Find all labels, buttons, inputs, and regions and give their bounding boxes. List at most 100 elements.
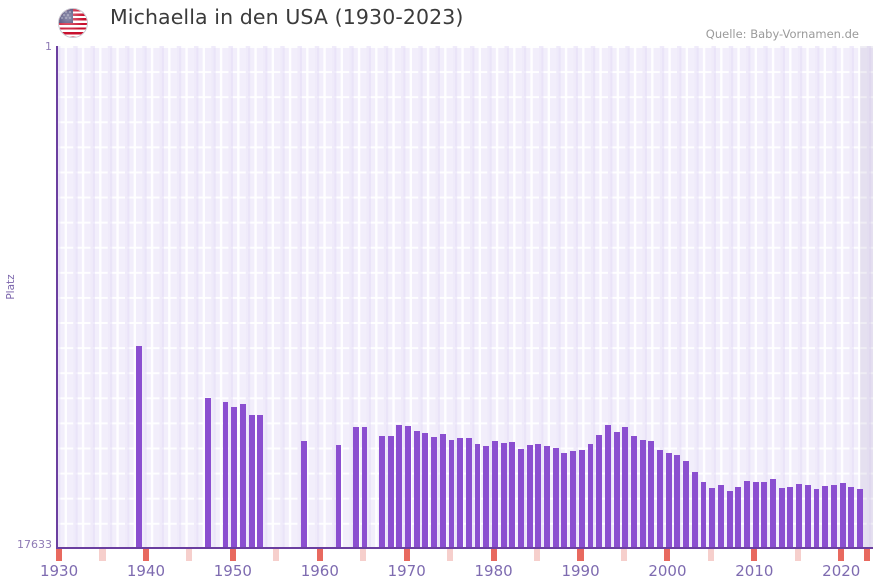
chart-header: Michaella in den USA (1930-2023) Quelle:… — [0, 0, 873, 46]
bar — [509, 442, 516, 548]
x-axis-label-1940: 1940 — [126, 562, 166, 580]
x-axis-label-1980: 1980 — [474, 562, 513, 580]
no-data-region — [859, 46, 873, 548]
bar — [596, 435, 603, 548]
bar — [457, 438, 464, 548]
bar — [761, 482, 768, 548]
bar — [683, 461, 690, 548]
bar — [526, 445, 533, 548]
x-tick-1930 — [56, 549, 63, 561]
bar — [239, 403, 246, 548]
x-tick-1990 — [577, 549, 584, 561]
bar — [648, 441, 655, 548]
bar — [674, 455, 681, 548]
bar — [604, 425, 611, 548]
x-tick-1975 — [447, 549, 454, 561]
x-axis-tick-marks — [56, 549, 873, 561]
bar — [744, 481, 750, 548]
x-tick-1960 — [316, 549, 323, 561]
bar — [352, 427, 359, 548]
bar — [796, 484, 803, 548]
x-axis-label-2000: 2000 — [648, 562, 687, 580]
bar — [465, 438, 472, 548]
x-tick-2020 — [838, 549, 845, 561]
bar — [787, 487, 794, 548]
y-axis-top-label: 1 — [45, 40, 52, 53]
x-tick-1940 — [142, 549, 149, 561]
bar — [848, 487, 855, 548]
x-axis-label-2020: 2020 — [822, 562, 861, 580]
bar — [770, 479, 776, 548]
bar — [205, 397, 212, 548]
bar — [613, 432, 620, 548]
bar — [222, 401, 229, 548]
page-title: Michaella in den USA (1930-2023) — [110, 5, 464, 29]
bar — [500, 443, 507, 548]
x-tick-2000 — [664, 549, 671, 561]
x-tick-2010 — [751, 549, 758, 561]
x-axis-label-1970: 1970 — [387, 562, 426, 580]
x-tick-1955 — [273, 549, 280, 561]
bar — [726, 491, 733, 548]
x-tick-1985 — [534, 549, 541, 561]
bar — [561, 453, 568, 548]
x-axis-label-1990: 1990 — [561, 562, 600, 580]
x-tick-2005 — [707, 549, 714, 561]
bar — [518, 449, 524, 548]
bar — [631, 436, 637, 548]
x-tick-1970 — [403, 549, 410, 561]
x-tick-1980 — [490, 549, 497, 561]
bar — [839, 483, 846, 548]
bar — [544, 446, 551, 548]
bar — [857, 489, 863, 548]
bar — [439, 434, 446, 548]
bar — [752, 482, 759, 548]
grid-column-bands — [56, 46, 873, 548]
x-tick-1995 — [620, 549, 628, 561]
bar — [665, 453, 672, 548]
bar — [813, 489, 820, 548]
bar — [778, 488, 785, 548]
bar — [700, 482, 707, 548]
bar — [135, 346, 142, 548]
bar — [570, 451, 577, 548]
x-axis-label-2010: 2010 — [735, 562, 774, 580]
bar — [474, 444, 481, 548]
bar — [804, 485, 811, 548]
bar — [405, 426, 411, 548]
flag-canton — [59, 9, 73, 23]
bar — [248, 414, 255, 548]
bar — [535, 444, 542, 548]
bar — [448, 440, 455, 548]
y-axis-bottom-label: 17633 — [17, 538, 52, 551]
us-flag-icon — [58, 8, 88, 38]
y-axis-title: Platz — [5, 274, 17, 300]
x-axis-labels: 1930 1940 1950 1960 1970 1980 1990 2000 2010 2020 — [40, 562, 873, 586]
plot-area — [56, 46, 873, 548]
x-axis-label-1930: 1930 — [39, 562, 79, 580]
bar — [587, 444, 594, 548]
bar — [622, 427, 629, 548]
bar — [422, 433, 429, 548]
bar — [657, 450, 663, 548]
x-tick-1965 — [360, 549, 367, 561]
bar — [413, 431, 420, 548]
bar — [491, 441, 498, 548]
bar — [691, 472, 698, 548]
x-axis-line — [56, 547, 873, 549]
bar — [396, 425, 403, 548]
bar — [578, 450, 585, 548]
bar — [552, 448, 559, 548]
bar — [483, 446, 490, 548]
bar — [257, 414, 264, 548]
x-tick-2023 — [864, 549, 871, 561]
y-axis-line — [56, 46, 58, 549]
bar — [735, 487, 742, 548]
bar — [709, 488, 716, 548]
bar — [387, 436, 394, 548]
x-tick-2015 — [794, 549, 801, 561]
bar-series — [56, 46, 873, 548]
bar — [822, 486, 829, 548]
x-tick-1935 — [99, 549, 106, 561]
